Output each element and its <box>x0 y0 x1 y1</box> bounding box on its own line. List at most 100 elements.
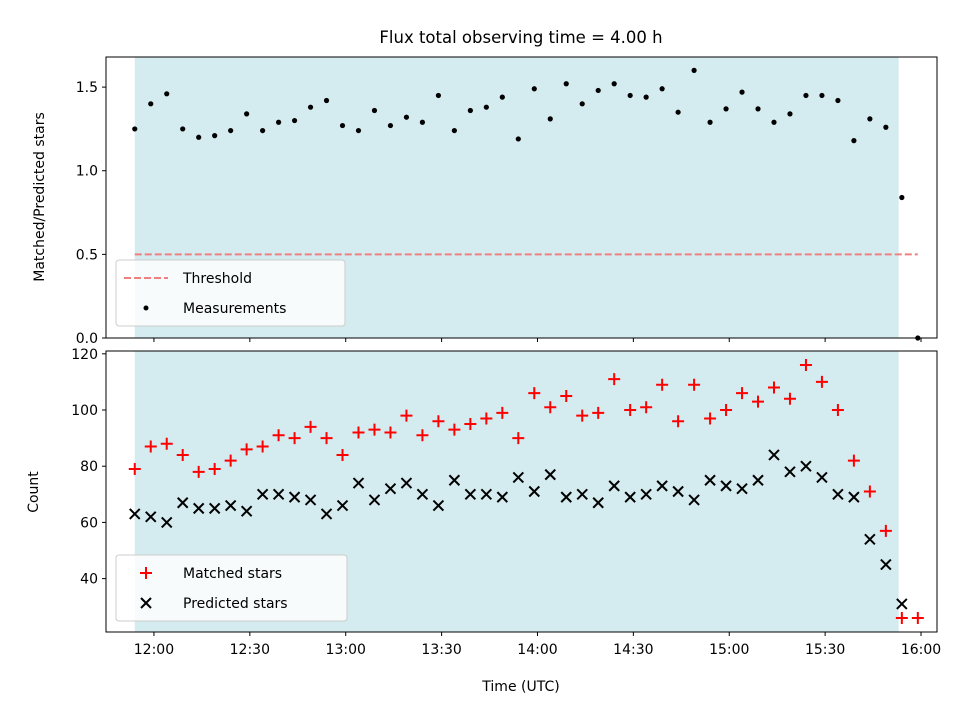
series-0 <box>132 67 921 341</box>
data-point <box>688 378 701 391</box>
data-point <box>624 404 637 417</box>
data-point <box>480 412 493 425</box>
series-1 <box>129 449 908 610</box>
data-point <box>771 119 777 125</box>
data-point <box>787 111 793 117</box>
data-point <box>387 122 394 129</box>
data-point <box>672 415 685 428</box>
bottom-y-axis-label: Count <box>26 471 42 513</box>
data-point <box>496 491 509 503</box>
data-point <box>384 482 397 495</box>
data-point <box>464 418 477 431</box>
data-point <box>819 92 825 99</box>
data-point <box>883 124 889 130</box>
data-point <box>611 81 617 87</box>
x-tick-label: 15:00 <box>709 642 749 658</box>
data-point <box>196 134 202 140</box>
data-point <box>576 409 589 422</box>
data-point <box>799 359 812 372</box>
data-point <box>403 114 410 120</box>
data-point <box>352 426 365 439</box>
data-point <box>704 474 716 486</box>
data-point <box>272 429 285 442</box>
data-point <box>291 117 298 124</box>
data-point <box>240 443 253 456</box>
legend-matched-swatch <box>140 567 152 579</box>
x-tick-label: 15:30 <box>805 642 845 658</box>
data-point <box>739 89 745 95</box>
chart-title: Flux total observing time = 4.00 h <box>379 28 662 47</box>
data-point <box>275 119 282 125</box>
top-panel: 0.0 0.5 1.0 1.5 Matched/Predicted stars Thr… <box>32 56 938 347</box>
data-point <box>419 119 426 125</box>
data-point <box>132 126 138 132</box>
data-point <box>416 429 429 442</box>
data-point <box>672 485 684 498</box>
data-point <box>608 480 620 492</box>
y-tick-label: 1.5 <box>76 80 98 96</box>
y-tick-label: 80 <box>80 459 98 475</box>
data-point <box>148 101 154 107</box>
data-point <box>899 194 905 201</box>
data-point <box>880 558 892 571</box>
data-point <box>656 378 669 391</box>
data-point <box>592 406 605 419</box>
data-point <box>448 423 461 436</box>
data-point <box>544 401 557 414</box>
data-point <box>720 404 733 417</box>
y-tick-label: 0.5 <box>76 247 98 263</box>
data-point <box>832 488 844 501</box>
x-tick-label: 14:30 <box>613 642 653 658</box>
data-point <box>416 488 429 501</box>
data-point <box>224 499 237 512</box>
data-point <box>659 86 665 92</box>
data-point <box>129 508 141 520</box>
data-point <box>451 127 457 134</box>
data-point <box>400 409 413 422</box>
data-point <box>723 106 729 112</box>
data-point <box>323 97 330 104</box>
data-point <box>736 387 749 400</box>
data-point <box>512 471 525 484</box>
data-point <box>180 126 186 132</box>
bottom-axes-frame <box>105 350 938 633</box>
data-point <box>592 497 604 509</box>
y-tick-label: 1.0 <box>76 164 98 180</box>
data-point <box>304 420 317 433</box>
data-point <box>867 116 873 122</box>
data-point <box>547 116 553 122</box>
y-tick-label: 0.0 <box>76 331 98 347</box>
bottom-y-ticks: 40 60 80 100 120 <box>71 347 106 588</box>
bottom-legend: Matched stars Predicted stars <box>115 554 348 622</box>
data-point <box>499 94 505 100</box>
data-point <box>384 426 397 439</box>
data-point <box>244 111 250 117</box>
data-point <box>240 505 253 517</box>
data-point <box>288 491 301 503</box>
data-point <box>579 101 585 107</box>
data-point <box>560 389 573 402</box>
data-point <box>879 524 892 537</box>
legend-measurements-label: Measurements <box>183 301 286 317</box>
data-point <box>847 454 860 467</box>
data-point <box>848 491 860 503</box>
data-point <box>784 466 796 478</box>
data-point <box>355 127 362 134</box>
data-point <box>911 611 924 624</box>
legend-matched-label: Matched stars <box>183 566 282 582</box>
top-y-ticks: 0.0 0.5 1.0 1.5 <box>76 80 106 347</box>
data-point <box>464 488 477 501</box>
data-point <box>624 491 636 503</box>
data-point <box>576 488 588 501</box>
data-point <box>192 502 205 515</box>
top-legend-box <box>115 259 346 327</box>
data-point <box>228 127 234 134</box>
data-point <box>895 611 908 624</box>
data-point <box>643 94 649 100</box>
data-point <box>831 404 844 417</box>
data-point <box>640 401 653 414</box>
x-tick-label: 12:30 <box>230 642 270 658</box>
data-point <box>736 482 748 495</box>
data-point <box>145 511 157 523</box>
